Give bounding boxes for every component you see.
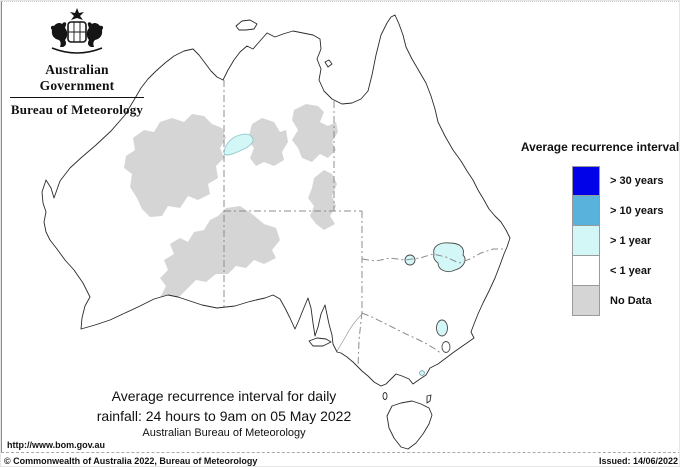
gt1yr-patch-qld-large — [433, 242, 466, 273]
groote-eylandt — [324, 59, 333, 68]
kangaroo-island — [308, 337, 332, 347]
gt1yr-patch-nsw — [436, 319, 448, 337]
gt1yr-patch-qld-small — [404, 254, 416, 266]
mainland-coastline — [41, 14, 511, 387]
bom-url: http://www.bom.gov.au — [7, 440, 105, 450]
gt1yr-patch-centre — [223, 133, 254, 156]
australia-map — [41, 14, 511, 450]
gt1yr-patch-vic — [419, 370, 425, 376]
caption-line3: Australian Bureau of Meteorology — [142, 427, 306, 439]
legend-row: > 30 years — [572, 166, 679, 196]
gt1yr-patches — [223, 133, 466, 376]
state-borders — [223, 80, 503, 368]
legend: Average recurrence interval > 30 years >… — [520, 140, 680, 316]
coat-of-arms-icon — [50, 8, 104, 54]
legend-label-gt30yr: > 30 years — [610, 175, 664, 187]
legend-row: No Data — [572, 286, 679, 316]
legend-swatch-nodata — [572, 286, 600, 316]
murray-river-line — [336, 313, 363, 352]
legend-row: > 10 years — [572, 196, 679, 226]
islands — [235, 19, 433, 450]
legend-title: Average recurrence interval — [520, 140, 680, 154]
copyright-text: © Commonwealth of Australia 2022, Bureau… — [4, 456, 258, 466]
legend-row: < 1 year — [572, 256, 679, 286]
gov-title: Australian Government — [10, 62, 144, 98]
no-data-region-nt-east — [292, 104, 338, 162]
no-data-region-nt-west — [248, 118, 288, 166]
map-caption: Average recurrence interval for daily ra… — [84, 386, 364, 440]
legend-label-lt1yr: < 1 year — [610, 265, 652, 277]
lt1yr-outline-nsw — [441, 341, 451, 353]
legend-label-gt1yr: > 1 year — [610, 235, 652, 247]
no-data-region-sa — [160, 206, 280, 305]
no-data-regions — [124, 104, 338, 305]
king-island — [382, 392, 388, 400]
no-data-region-wa — [124, 114, 226, 217]
legend-label-nodata: No Data — [610, 295, 652, 307]
no-data-region-corner — [308, 170, 337, 230]
tasmania — [386, 400, 433, 450]
issued-date: Issued: 14/06/2022 — [598, 456, 678, 466]
melville-island — [235, 19, 258, 31]
caption-line2: rainfall: 24 hours to 9am on 05 May 2022 — [96, 408, 352, 424]
legend-row: > 1 year — [572, 226, 679, 256]
map-area: Australian Government Bureau of Meteorol… — [1, 1, 680, 453]
legend-rows: > 30 years > 10 years > 1 year < 1 year … — [572, 166, 679, 316]
bottom-bar: © Commonwealth of Australia 2022, Bureau… — [1, 452, 679, 466]
agency-header: Australian Government Bureau of Meteorol… — [10, 6, 144, 118]
flinders-island — [426, 394, 432, 404]
legend-swatch-gt10yr — [572, 196, 600, 226]
legend-swatch-lt1yr — [572, 256, 600, 286]
legend-swatch-gt30yr — [572, 166, 600, 196]
legend-label-gt10yr: > 10 years — [610, 205, 664, 217]
bureau-title: Bureau of Meteorology — [10, 102, 144, 117]
legend-swatch-gt1yr — [572, 226, 600, 256]
caption-line1: Average recurrence interval for daily — [111, 388, 337, 404]
